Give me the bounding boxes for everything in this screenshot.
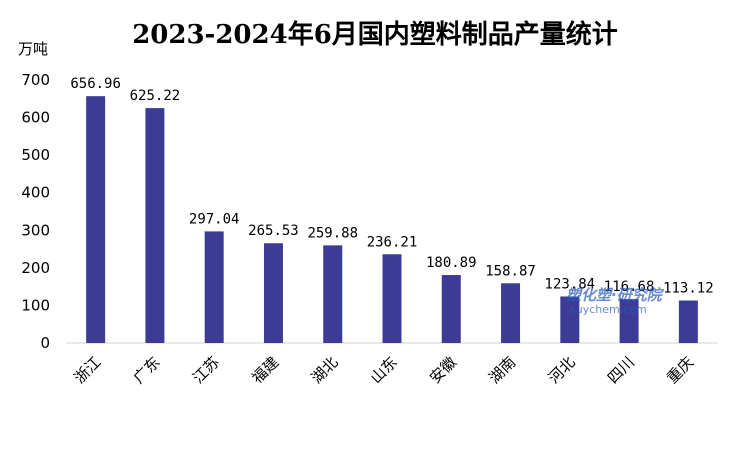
category-labels: 浙江 广东 江苏 福建 湖北 山东 安徽 湖南 河北 四川 重庆 [71,353,698,387]
bar [441,275,461,343]
y-axis-ticks: 0 100 200 300 400 500 600 700 [21,71,50,352]
y-tick-label: 100 [21,296,50,314]
data-label: 259.88 [307,225,358,241]
data-label: 123.84 [545,276,596,292]
watermark-logo: 塑化塑·研究院 suychem.com [566,287,662,316]
x-tick-label: 广东 [130,353,164,387]
x-tick-label: 山东 [367,353,401,387]
data-label: 297.04 [189,211,240,227]
bar [323,245,343,343]
bar [678,300,698,343]
data-label: 625.22 [130,88,181,104]
bar [204,231,224,343]
bar [501,283,521,343]
y-axis-unit-label: 万吨 [18,40,49,58]
bars [86,96,698,343]
y-tick-label: 600 [21,109,50,127]
data-label: 113.12 [663,280,714,296]
data-label: 158.87 [485,263,536,279]
y-tick-label: 0 [40,334,50,352]
data-labels: 656.96 625.22 297.04 265.53 259.88 236.21 180.… [70,76,713,296]
y-tick-label: 400 [21,184,50,202]
x-tick-label: 湖北 [308,353,342,387]
x-tick-label: 福建 [248,353,282,387]
watermark-line-1: 塑化塑·研究院 [566,286,662,304]
y-tick-label: 300 [21,221,50,239]
bar [263,243,283,343]
y-tick-label: 700 [21,71,50,89]
data-label: 180.89 [426,255,477,271]
bar [145,108,165,343]
data-label: 236.21 [367,234,418,250]
bar [619,299,639,343]
data-label: 656.96 [70,76,121,92]
data-label: 265.53 [248,223,299,239]
chart-title: 2023-2024年6月国内塑料制品产量统计 [132,20,618,50]
x-tick-label: 河北 [545,353,579,387]
data-label: 116.68 [604,279,655,295]
x-tick-label: 安徽 [426,353,460,387]
y-tick-label: 200 [21,259,50,277]
bar [382,254,402,343]
y-tick-label: 500 [21,146,50,164]
bar [560,296,580,343]
x-tick-label: 浙江 [71,353,105,387]
x-tick-label: 重庆 [663,353,697,387]
x-tick-label: 湖南 [485,353,519,387]
bar [86,96,106,343]
x-tick-label: 江苏 [189,353,223,387]
x-tick-label: 四川 [604,353,638,387]
watermark-line-2: suychem.com [570,302,647,316]
